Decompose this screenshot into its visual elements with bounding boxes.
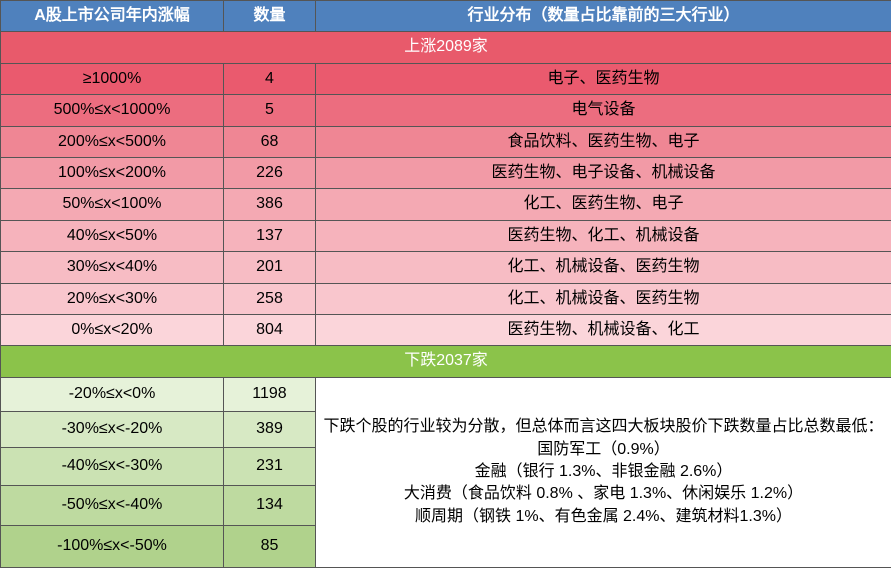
count-cell: 258: [224, 283, 316, 314]
range-cell: 500%≤x<1000%: [1, 95, 224, 126]
note-line: 顺周期（钢铁 1%、有色金属 2.4%、建筑材料1.3%）: [415, 508, 792, 525]
range-cell: 200%≤x<500%: [1, 126, 224, 157]
industry-cell: 电子、医药生物: [316, 63, 891, 94]
range-cell: -20%≤x<0%: [1, 377, 224, 411]
header-col1: A股上市公司年内涨幅: [1, 1, 224, 32]
range-cell: 100%≤x<200%: [1, 157, 224, 188]
up-row: 20%≤x<30%258化工、机械设备、医药生物: [1, 283, 891, 314]
range-cell: 20%≤x<30%: [1, 283, 224, 314]
note-line: 国防军工（0.9%）: [537, 441, 669, 458]
range-cell: -30%≤x<-20%: [1, 411, 224, 447]
industry-cell: 食品饮料、医药生物、电子: [316, 126, 891, 157]
up-section-header: 上涨2089家: [1, 32, 891, 63]
note-line: 金融（银行 1.3%、非银金融 2.6%）: [475, 463, 733, 480]
header-col3: 行业分布（数量占比靠前的三大行业）: [316, 1, 891, 32]
note-line: 下跌个股的行业较为分散，但总体而言这四大板块股价下跌数量占比总数最低：: [323, 418, 883, 435]
count-cell: 201: [224, 252, 316, 283]
up-row: 200%≤x<500%68食品饮料、医药生物、电子: [1, 126, 891, 157]
note-line: 大消费（食品饮料 0.8% 、家电 1.3%、休闲娱乐 1.2%）: [404, 485, 803, 502]
down-note-cell: 下跌个股的行业较为分散，但总体而言这四大板块股价下跌数量占比总数最低： 国防军工（…: [316, 377, 891, 567]
count-cell: 4: [224, 63, 316, 94]
count-cell: 389: [224, 411, 316, 447]
count-cell: 68: [224, 126, 316, 157]
count-cell: 137: [224, 220, 316, 251]
range-cell: 0%≤x<20%: [1, 314, 224, 345]
range-cell: -40%≤x<-30%: [1, 447, 224, 485]
header-row: A股上市公司年内涨幅 数量 行业分布（数量占比靠前的三大行业）: [1, 1, 891, 32]
count-cell: 5: [224, 95, 316, 126]
up-row: 0%≤x<20%804医药生物、机械设备、化工: [1, 314, 891, 345]
range-cell: 50%≤x<100%: [1, 189, 224, 220]
industry-cell: 化工、机械设备、医药生物: [316, 252, 891, 283]
up-row: 30%≤x<40%201化工、机械设备、医药生物: [1, 252, 891, 283]
up-row: 100%≤x<200%226医药生物、电子设备、机械设备: [1, 157, 891, 188]
count-cell: 804: [224, 314, 316, 345]
industry-cell: 医药生物、电子设备、机械设备: [316, 157, 891, 188]
count-cell: 85: [224, 525, 316, 567]
down-row: -20%≤x<0%1198下跌个股的行业较为分散，但总体而言这四大板块股价下跌数…: [1, 377, 891, 411]
up-row: 50%≤x<100%386化工、医药生物、电子: [1, 189, 891, 220]
range-cell: 30%≤x<40%: [1, 252, 224, 283]
header-col2: 数量: [224, 1, 316, 32]
down-section-header: 下跌2037家: [1, 346, 891, 377]
count-cell: 226: [224, 157, 316, 188]
count-cell: 386: [224, 189, 316, 220]
range-cell: -50%≤x<-40%: [1, 485, 224, 525]
industry-cell: 医药生物、机械设备、化工: [316, 314, 891, 345]
industry-cell: 医药生物、化工、机械设备: [316, 220, 891, 251]
stock-change-table: A股上市公司年内涨幅 数量 行业分布（数量占比靠前的三大行业） 上涨2089家≥…: [0, 0, 891, 568]
up-row: 40%≤x<50%137医药生物、化工、机械设备: [1, 220, 891, 251]
count-cell: 231: [224, 447, 316, 485]
industry-cell: 化工、医药生物、电子: [316, 189, 891, 220]
up-row: 500%≤x<1000%5电气设备: [1, 95, 891, 126]
range-cell: ≥1000%: [1, 63, 224, 94]
count-cell: 134: [224, 485, 316, 525]
up-row: ≥1000%4电子、医药生物: [1, 63, 891, 94]
industry-cell: 电气设备: [316, 95, 891, 126]
count-cell: 1198: [224, 377, 316, 411]
industry-cell: 化工、机械设备、医药生物: [316, 283, 891, 314]
range-cell: 40%≤x<50%: [1, 220, 224, 251]
range-cell: -100%≤x<-50%: [1, 525, 224, 567]
